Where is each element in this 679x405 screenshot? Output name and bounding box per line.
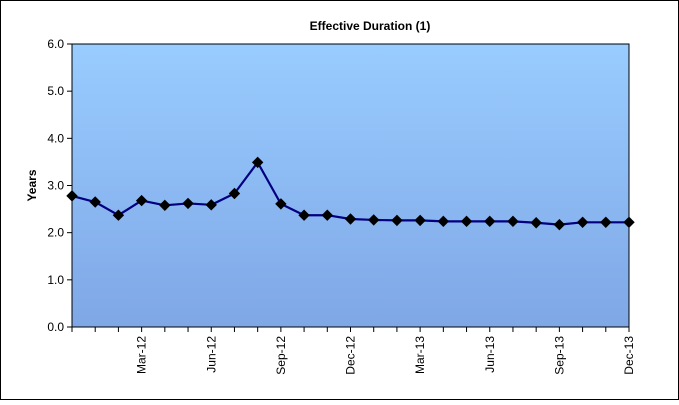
data-point-marker <box>437 215 450 228</box>
data-point-marker <box>507 215 519 228</box>
y-tick-label: 0.0 <box>47 320 64 334</box>
x-tick-label: Sep-13 <box>552 336 566 375</box>
x-tick-label: Jun-12 <box>204 336 218 373</box>
y-tick-label: 6.0 <box>47 37 64 51</box>
y-tick-label: 4.0 <box>47 131 64 145</box>
data-point-marker <box>623 216 635 228</box>
data-point-marker <box>66 190 78 202</box>
y-tick-label: 2.0 <box>47 226 64 240</box>
data-point-marker <box>460 215 473 228</box>
x-tick-label: Sep-12 <box>274 336 288 375</box>
y-tick-label: 1.0 <box>47 273 64 287</box>
data-point-marker <box>298 209 310 221</box>
data-point-marker <box>576 216 589 228</box>
x-tick-label: Mar-13 <box>413 336 427 374</box>
x-tick-label: Dec-12 <box>344 336 358 375</box>
data-point-marker <box>112 209 125 221</box>
y-tick-label: 3.0 <box>47 179 64 193</box>
data-point-marker <box>135 194 148 207</box>
data-point-marker <box>530 217 542 229</box>
data-point-marker <box>484 215 496 228</box>
x-tick-label: Mar-12 <box>135 336 149 374</box>
data-point-marker <box>251 156 264 169</box>
y-axis: 0.0 1.0 2.0 3.0 4.0 5.0 6.0 <box>47 37 73 334</box>
data-point-marker <box>159 199 171 212</box>
data-point-marker <box>391 214 403 227</box>
data-point-marker <box>414 214 426 227</box>
data-point-marker <box>321 209 333 221</box>
x-tick-label: Jun-13 <box>483 336 497 373</box>
data-point-marker <box>275 198 287 210</box>
chart-title: Effective Duration (1) <box>310 19 431 33</box>
data-point-marker <box>368 214 380 226</box>
plot-area <box>71 43 630 328</box>
y-axis-label: Years <box>25 169 39 201</box>
data-point-marker <box>553 218 566 231</box>
data-point-marker <box>600 216 612 228</box>
data-point-marker <box>344 213 357 225</box>
data-point-marker <box>205 199 217 211</box>
data-point-marker <box>182 197 194 210</box>
data-point-marker <box>228 187 241 200</box>
y-tick-label: 5.0 <box>47 84 64 98</box>
data-point-marker <box>89 196 101 208</box>
x-tick-label: Dec-13 <box>622 336 636 375</box>
series-group <box>66 156 635 231</box>
x-axis: Mar-12 Jun-12 Sep-12 Dec-12 Mar-13 Jun-13 Sep-… <box>71 326 636 375</box>
